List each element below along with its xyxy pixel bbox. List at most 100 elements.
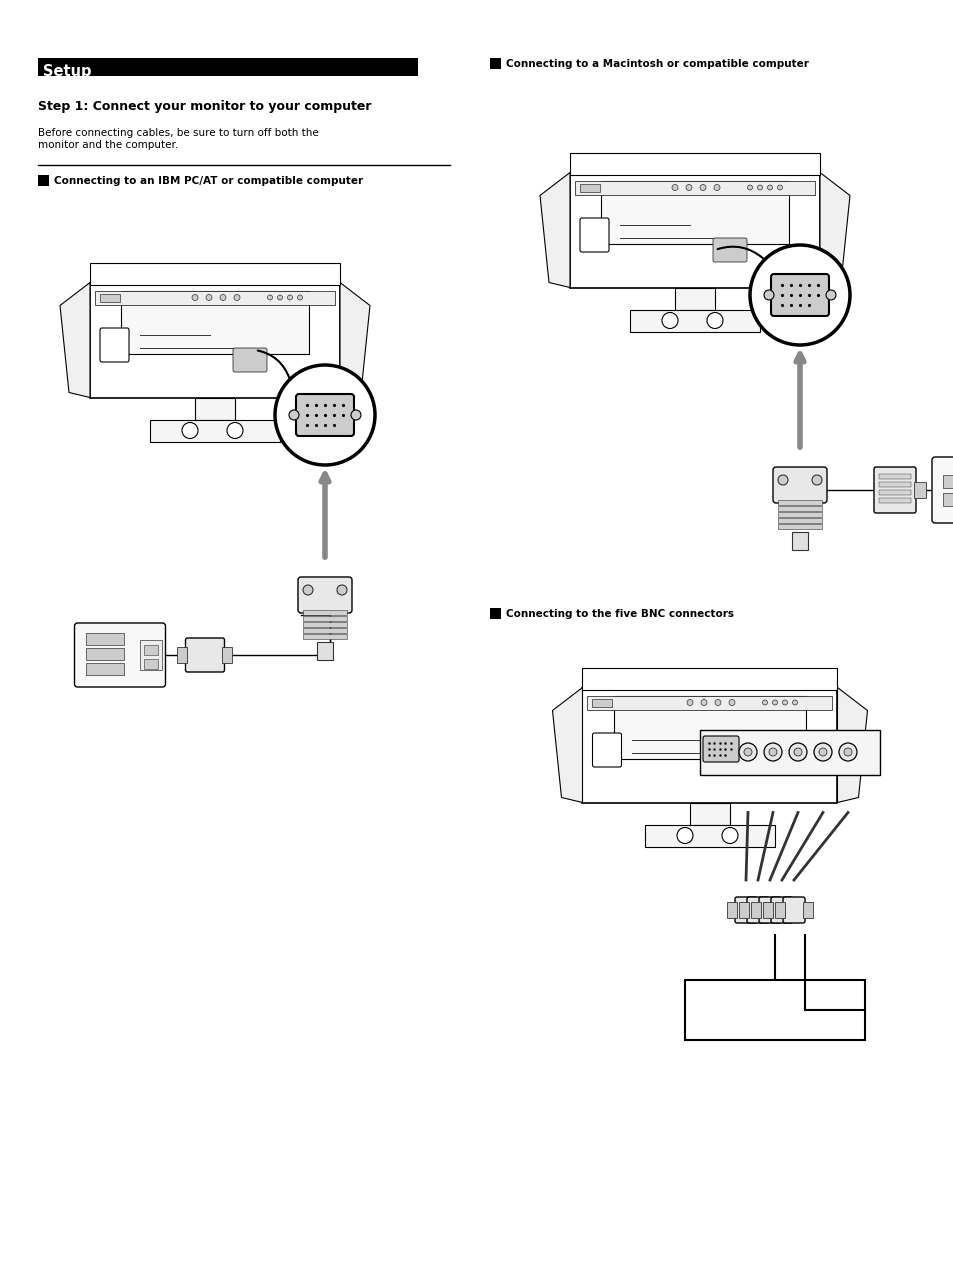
Polygon shape	[820, 172, 849, 288]
Circle shape	[763, 290, 773, 299]
Bar	[86, 662, 123, 675]
Bar	[878, 474, 910, 479]
FancyBboxPatch shape	[746, 897, 768, 922]
FancyBboxPatch shape	[931, 457, 953, 524]
Circle shape	[721, 828, 738, 843]
Circle shape	[739, 743, 757, 761]
Bar	[569, 153, 820, 175]
FancyBboxPatch shape	[772, 468, 826, 503]
FancyBboxPatch shape	[759, 897, 781, 922]
Polygon shape	[837, 688, 866, 803]
Circle shape	[768, 748, 776, 755]
Circle shape	[747, 185, 752, 190]
Circle shape	[788, 743, 806, 761]
Bar	[582, 688, 837, 803]
Bar	[38, 59, 417, 76]
Bar	[942, 475, 953, 488]
Polygon shape	[60, 283, 90, 397]
Bar	[878, 482, 910, 487]
Circle shape	[772, 699, 777, 705]
Circle shape	[706, 312, 722, 329]
Bar	[913, 482, 925, 498]
Bar	[684, 980, 864, 1040]
FancyBboxPatch shape	[873, 468, 915, 513]
Circle shape	[336, 585, 347, 595]
Bar	[778, 524, 821, 529]
Circle shape	[274, 364, 375, 465]
Circle shape	[811, 475, 821, 485]
Circle shape	[767, 185, 772, 190]
Bar	[222, 647, 233, 662]
Circle shape	[686, 699, 692, 706]
Bar	[569, 172, 820, 288]
Bar	[95, 290, 335, 304]
FancyBboxPatch shape	[295, 394, 354, 436]
Polygon shape	[539, 172, 569, 288]
Bar	[194, 397, 234, 419]
Bar	[779, 902, 788, 919]
Circle shape	[778, 475, 787, 485]
Bar	[316, 642, 333, 660]
Bar	[878, 490, 910, 496]
Circle shape	[714, 699, 720, 706]
Circle shape	[838, 743, 856, 761]
FancyBboxPatch shape	[74, 623, 165, 687]
Circle shape	[671, 185, 678, 191]
Bar	[490, 608, 500, 619]
Text: Connecting to a Macintosh or compatible computer: Connecting to a Macintosh or compatible …	[505, 59, 808, 69]
FancyBboxPatch shape	[100, 327, 129, 362]
Circle shape	[220, 294, 226, 301]
Bar	[778, 512, 821, 517]
Circle shape	[728, 699, 734, 706]
Bar	[614, 696, 804, 759]
Bar	[778, 506, 821, 511]
Bar	[600, 181, 788, 243]
Circle shape	[661, 312, 678, 329]
Circle shape	[763, 743, 781, 761]
Circle shape	[757, 185, 761, 190]
Circle shape	[777, 185, 781, 190]
Circle shape	[713, 185, 720, 191]
Circle shape	[233, 294, 240, 301]
Circle shape	[277, 296, 282, 299]
Circle shape	[206, 294, 212, 301]
FancyBboxPatch shape	[770, 897, 792, 922]
Bar	[582, 668, 837, 689]
Text: Before connecting cables, be sure to turn off both the
monitor and the computer.: Before connecting cables, be sure to tur…	[38, 127, 318, 149]
FancyBboxPatch shape	[702, 736, 739, 762]
Bar	[144, 645, 158, 655]
Circle shape	[700, 699, 706, 706]
Bar	[86, 648, 123, 660]
Circle shape	[289, 410, 298, 420]
Circle shape	[792, 699, 797, 705]
Bar	[750, 902, 760, 919]
Circle shape	[182, 423, 198, 438]
FancyBboxPatch shape	[233, 348, 267, 372]
Bar	[38, 175, 49, 186]
FancyBboxPatch shape	[770, 274, 828, 316]
Text: Connecting to an IBM PC/AT or compatible computer: Connecting to an IBM PC/AT or compatible…	[54, 176, 363, 186]
Bar	[100, 293, 120, 302]
Circle shape	[297, 296, 302, 299]
Bar	[592, 698, 612, 707]
Circle shape	[303, 585, 313, 595]
Bar	[774, 902, 784, 919]
Bar	[303, 622, 347, 627]
Bar	[762, 902, 772, 919]
Circle shape	[761, 699, 767, 705]
Bar	[303, 628, 347, 633]
Bar	[490, 59, 500, 69]
FancyBboxPatch shape	[579, 218, 608, 252]
FancyBboxPatch shape	[782, 897, 804, 922]
Circle shape	[825, 290, 835, 299]
Polygon shape	[552, 688, 582, 803]
Bar	[644, 824, 774, 846]
Polygon shape	[339, 283, 370, 397]
FancyBboxPatch shape	[734, 897, 757, 922]
Circle shape	[813, 743, 831, 761]
Bar	[90, 262, 339, 284]
Bar	[575, 181, 814, 195]
Text: Connecting to the five BNC connectors: Connecting to the five BNC connectors	[505, 609, 733, 619]
Bar	[766, 902, 776, 919]
Bar	[121, 290, 309, 354]
